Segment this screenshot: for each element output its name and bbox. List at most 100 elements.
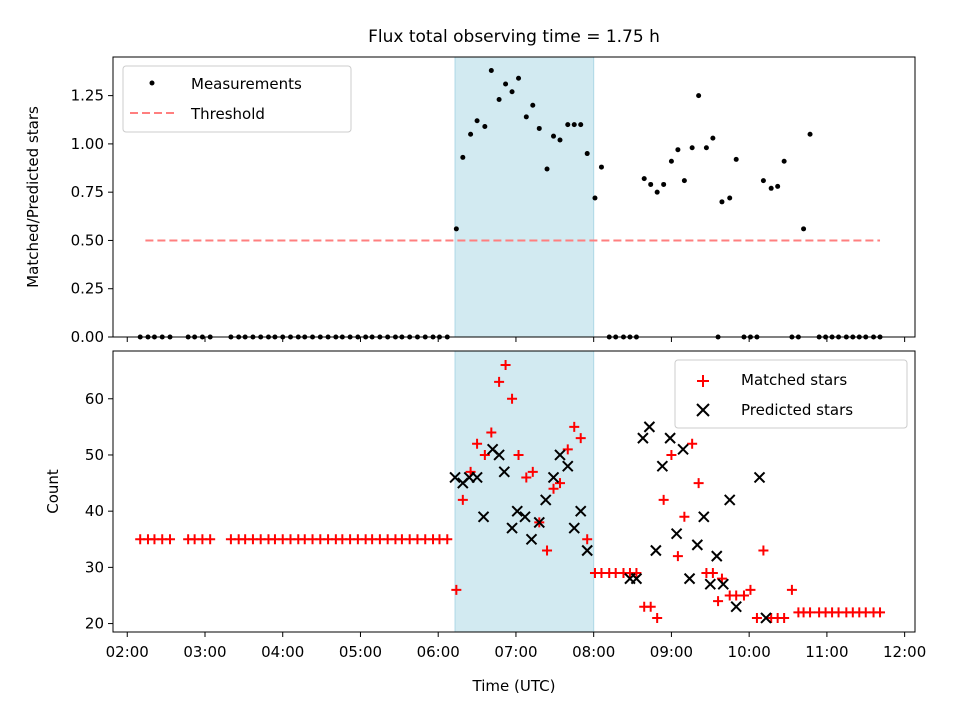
y-tick-label: 40	[85, 502, 104, 520]
matched-star-point	[645, 601, 656, 612]
x-tick-label: 02:00	[106, 643, 149, 661]
measurement-point	[592, 195, 598, 201]
matched-star-point	[575, 433, 586, 444]
measurement-point	[544, 166, 550, 172]
predicted-stars-points	[449, 421, 772, 624]
predicted-star-point	[698, 511, 710, 523]
matched-star-point	[457, 494, 468, 505]
y-tick-label: 0.75	[71, 183, 104, 201]
matched-stars-points	[135, 360, 886, 623]
legend-predicted-marker	[696, 403, 710, 417]
measurement-point	[474, 118, 480, 124]
matched-star-point	[494, 376, 505, 387]
y-tick-label: 1.25	[71, 87, 104, 105]
predicted-star-point	[511, 505, 523, 517]
measurement-point	[503, 81, 509, 87]
predicted-star-point	[656, 460, 669, 472]
x-tick-label: 07:00	[494, 643, 537, 661]
bottom-x-ticks: 02:00 03:00 04:00 05:00 06:00 07:00 08:00 09:00…	[106, 632, 926, 661]
measurement-point	[681, 178, 687, 184]
measurement-point	[551, 133, 557, 139]
measurement-point	[768, 185, 774, 191]
matched-star-point	[521, 472, 532, 483]
matched-star-point	[751, 612, 762, 623]
predicted-star-point	[568, 522, 580, 534]
predicted-star-point	[506, 522, 518, 534]
matched-star-point	[562, 444, 573, 455]
predicted-star-point	[637, 432, 649, 444]
predicted-star-point	[525, 533, 538, 545]
measurement-point	[710, 135, 716, 141]
measurement-point	[641, 176, 647, 182]
predicted-star-point	[664, 432, 676, 444]
measurement-point	[654, 189, 660, 195]
matched-star-point	[479, 449, 490, 460]
x-tick-label: 05:00	[339, 643, 382, 661]
matched-star-point	[582, 534, 593, 545]
matched-star-point	[707, 567, 718, 578]
predicted-star-point	[581, 544, 593, 557]
measurement-point	[727, 195, 733, 201]
predicted-star-point	[630, 572, 643, 585]
x-tick-label: 03:00	[183, 643, 226, 661]
matched-star-point	[631, 567, 642, 578]
matched-star-point	[569, 421, 580, 432]
measurement-point	[482, 124, 488, 130]
measurement-point	[488, 68, 494, 74]
x-axis-label: Time (UTC)	[472, 677, 556, 695]
matched-star-point	[679, 511, 690, 522]
predicted-star-point	[711, 550, 723, 562]
matched-star-point	[713, 596, 724, 607]
measurement-point	[703, 145, 709, 151]
top-x-ticks	[126, 337, 906, 342]
matched-star-point	[672, 551, 683, 562]
y-tick-label: 0.25	[71, 280, 104, 298]
predicted-star-point	[449, 471, 461, 484]
matched-star-point	[779, 612, 790, 623]
predicted-star-point	[753, 471, 766, 484]
matched-star-point	[554, 478, 565, 489]
matched-star-point	[527, 466, 538, 477]
top-panel: 0.00 0.25 0.50 0.75 1.00 1.25 Matched/Predict…	[24, 56, 916, 346]
predicted-star-point	[562, 460, 574, 472]
predicted-star-point	[683, 572, 696, 585]
matched-star-point	[875, 607, 886, 618]
matched-star-point	[693, 478, 704, 489]
measurement-point	[509, 89, 515, 95]
legend-predicted-label: Predicted stars	[741, 401, 853, 419]
predicted-star-point	[575, 505, 587, 517]
measurement-point	[460, 154, 466, 160]
measurement-point	[571, 122, 577, 128]
matched-star-point	[542, 545, 553, 556]
predicted-star-point	[547, 471, 560, 484]
matched-star-point	[165, 534, 176, 545]
measurement-point	[523, 114, 529, 120]
x-tick-label: 04:00	[261, 643, 304, 661]
y-tick-label: 20	[85, 615, 104, 633]
top-legend-box	[122, 65, 352, 133]
legend-matched-marker	[697, 375, 709, 387]
matched-star-point	[548, 483, 559, 494]
measurement-point	[801, 226, 807, 232]
matched-star-point	[758, 545, 769, 556]
measurement-point	[648, 181, 654, 187]
matched-star-point	[805, 607, 816, 618]
bottom-legend-box	[674, 359, 908, 429]
measurement-point	[530, 102, 536, 108]
matched-star-point	[442, 534, 453, 545]
x-tick-label: 06:00	[417, 643, 460, 661]
y-tick-label: 1.00	[71, 135, 104, 153]
predicted-star-point	[677, 443, 689, 456]
top-y-ticks: 0.00 0.25 0.50 0.75 1.00 1.25	[71, 87, 113, 346]
predicted-star-point	[670, 527, 683, 540]
predicted-star-point	[691, 539, 704, 551]
measurement-point	[696, 93, 702, 99]
predicted-star-point	[493, 449, 505, 461]
predicted-star-point	[717, 578, 729, 590]
matched-star-point	[658, 494, 669, 505]
x-tick-label: 11:00	[805, 643, 848, 661]
legend-matched-label: Matched stars	[741, 371, 847, 389]
measurement-point	[565, 122, 571, 128]
measurement-point	[468, 131, 474, 137]
measurement-point	[578, 122, 584, 128]
